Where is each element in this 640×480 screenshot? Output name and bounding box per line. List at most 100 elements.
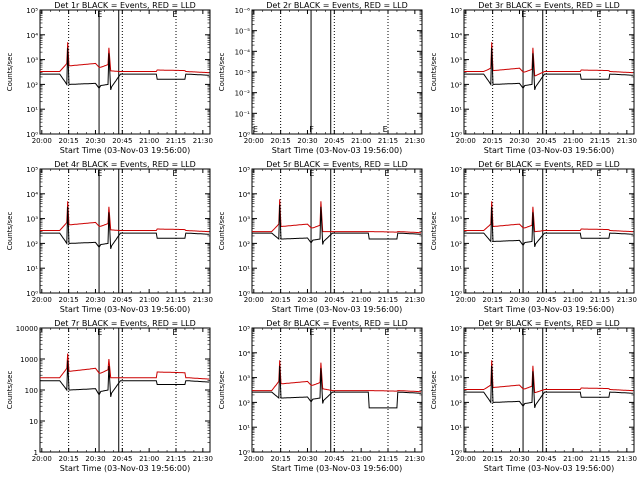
y-axis-label: Counts/sec xyxy=(430,371,438,410)
event-marker-glyph: E xyxy=(97,328,102,337)
x-tick-label: 20:45 xyxy=(324,137,344,145)
panel-8: Det 8r BLACK = Events, RED = LLD Counts/s… xyxy=(218,319,425,473)
y-tick-label: 10³ xyxy=(450,57,462,65)
x-tick-label: 21:00 xyxy=(139,137,159,145)
event-marker-glyph: E xyxy=(384,328,389,337)
x-tick-label: 20:30 xyxy=(297,296,317,304)
x-tick-label: 21:30 xyxy=(617,455,637,463)
panel-2: Det 2r BLACK = Events, RED = LLD Counts/s… xyxy=(218,1,425,155)
x-tick-label: 20:15 xyxy=(483,455,503,463)
event-marker-glyph: E xyxy=(384,169,389,178)
x-tick-label: 21:30 xyxy=(617,137,637,145)
events-series-line xyxy=(252,204,422,245)
panel-title: Det 1r BLACK = Events, RED = LLD xyxy=(54,1,196,10)
event-marker-glyph: E xyxy=(172,10,177,19)
event-marker-glyph: E xyxy=(596,10,601,19)
x-tick-label: 21:00 xyxy=(351,137,371,145)
x-tick-label: 20:45 xyxy=(324,455,344,463)
x-tick-label: 20:00 xyxy=(32,296,52,304)
lld-series-line xyxy=(464,42,634,77)
plot-frame xyxy=(251,9,423,135)
panel-1: Det 1r BLACK = Events, RED = LLD Counts/s… xyxy=(6,1,213,155)
x-tick-label: 21:00 xyxy=(351,296,371,304)
x-axis-label: Start Time (03-Nov-03 19:56:00) xyxy=(484,146,614,155)
y-tick-label: 10¹ xyxy=(450,424,462,432)
y-tick-label: 10² xyxy=(450,399,462,407)
x-tick-label: 20:00 xyxy=(456,455,476,463)
x-tick-label: 21:30 xyxy=(193,296,213,304)
event-marker-glyph: E xyxy=(596,169,601,178)
x-axis-label: Start Time (03-Nov-03 19:56:00) xyxy=(272,146,402,155)
x-tick-label: 21:30 xyxy=(193,455,213,463)
y-tick-label: 10⁰ xyxy=(450,449,462,457)
lld-series-line xyxy=(40,201,210,233)
y-axis-label: Counts/sec xyxy=(218,53,226,92)
event-marker-glyph: E xyxy=(521,328,526,337)
x-axis-label: Start Time (03-Nov-03 19:56:00) xyxy=(272,305,402,314)
y-tick-label: 10² xyxy=(26,81,38,89)
y-tick-label: 10¹ xyxy=(238,424,250,432)
x-tick-label: 21:30 xyxy=(193,137,213,145)
x-tick-label: 20:45 xyxy=(536,296,556,304)
x-tick-label: 20:30 xyxy=(85,455,105,463)
events-series-line xyxy=(464,365,634,409)
x-tick-label: 21:15 xyxy=(378,137,398,145)
y-tick-label: 100 xyxy=(25,387,38,395)
y-tick-label: 10⁰ xyxy=(238,131,250,139)
y-tick-label: 10⁴ xyxy=(238,191,250,199)
y-tick-label: 10⁵ xyxy=(238,325,250,333)
y-axis-label: Counts/sec xyxy=(6,212,14,251)
lld-series-line xyxy=(252,360,422,393)
lld-series-line xyxy=(464,201,634,233)
y-tick-label: 10² xyxy=(238,399,250,407)
x-tick-label: 20:15 xyxy=(271,137,291,145)
event-marker-glyph: E xyxy=(309,328,314,337)
y-tick-label: 10¹ xyxy=(450,265,462,273)
y-tick-label: 10⁴ xyxy=(450,350,462,358)
x-tick-label: 20:45 xyxy=(112,137,132,145)
y-tick-label: 10⁰ xyxy=(238,290,250,298)
x-tick-label: 21:15 xyxy=(166,455,186,463)
event-marker-glyph: E xyxy=(521,169,526,178)
event-marker-glyph: E xyxy=(97,169,102,178)
x-tick-label: 21:00 xyxy=(139,455,159,463)
x-tick-label: 20:45 xyxy=(112,455,132,463)
y-tick-label: 10³ xyxy=(450,375,462,383)
event-marker-glyph: E xyxy=(309,169,314,178)
event-marker-glyph: E xyxy=(253,125,258,134)
x-axis-label: Start Time (03-Nov-03 19:56:00) xyxy=(272,464,402,473)
panel-title: Det 6r BLACK = Events, RED = LLD xyxy=(478,160,620,169)
panel-title: Det 3r BLACK = Events, RED = LLD xyxy=(478,1,620,10)
x-tick-label: 20:15 xyxy=(271,455,291,463)
y-tick-label: 10⁻³ xyxy=(235,69,251,77)
panel-title: Det 4r BLACK = Events, RED = LLD xyxy=(54,160,196,169)
plot-frame xyxy=(251,327,423,453)
x-tick-label: 20:00 xyxy=(456,137,476,145)
y-tick-label: 10⁵ xyxy=(26,166,38,174)
y-axis-label: Counts/sec xyxy=(430,53,438,92)
event-marker-glyph: E xyxy=(383,125,388,134)
panel-7: Det 7r BLACK = Events, RED = LLD Counts/s… xyxy=(6,319,213,473)
x-tick-label: 20:45 xyxy=(324,296,344,304)
x-tick-label: 20:45 xyxy=(112,296,132,304)
x-tick-label: 20:30 xyxy=(509,137,529,145)
x-tick-label: 20:00 xyxy=(32,455,52,463)
y-tick-label: 10⁰ xyxy=(26,131,38,139)
event-marker-glyph: E xyxy=(97,10,102,19)
x-tick-label: 21:30 xyxy=(617,296,637,304)
plot-frame xyxy=(251,168,423,294)
y-tick-label: 10³ xyxy=(450,216,462,224)
x-axis-label: Start Time (03-Nov-03 19:56:00) xyxy=(60,305,190,314)
y-tick-label: 10⁴ xyxy=(26,191,38,199)
lld-series-line xyxy=(252,199,422,234)
x-tick-label: 21:30 xyxy=(405,137,425,145)
y-tick-label: 10¹ xyxy=(26,265,38,273)
x-tick-label: 21:15 xyxy=(166,296,186,304)
x-tick-label: 20:00 xyxy=(244,296,264,304)
y-tick-label: 10⁴ xyxy=(26,32,38,40)
x-tick-label: 20:15 xyxy=(59,137,79,145)
y-tick-label: 10⁴ xyxy=(238,350,250,358)
panel-5: Det 5r BLACK = Events, RED = LLD Counts/s… xyxy=(218,160,425,314)
x-tick-label: 20:30 xyxy=(297,137,317,145)
